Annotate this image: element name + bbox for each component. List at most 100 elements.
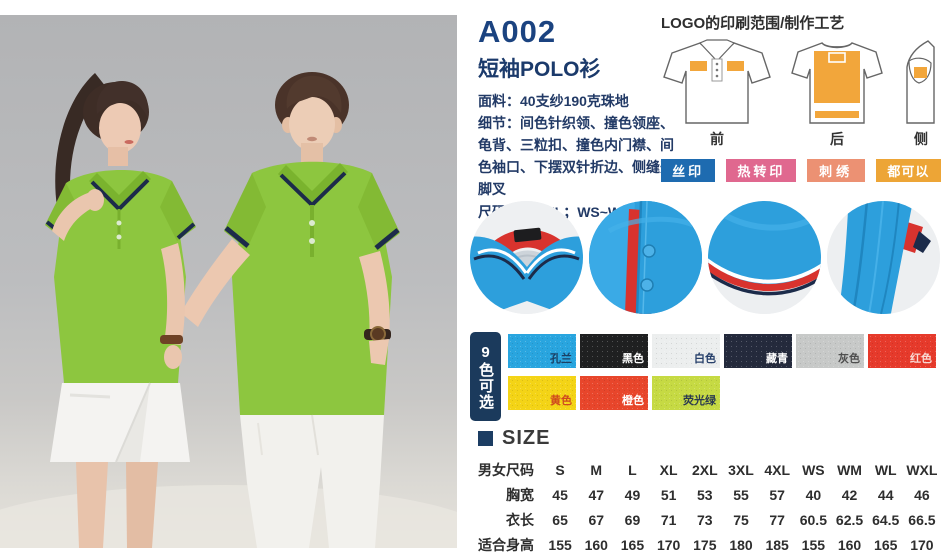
size-table-header-cell: 男女尺码 — [478, 461, 534, 478]
size-cell: 170 — [656, 536, 681, 553]
size-cell: 155 — [801, 536, 826, 553]
detail-photo-placket — [589, 201, 702, 314]
color-swatch: 荧光绿 — [652, 376, 720, 410]
fabric-texture — [796, 334, 864, 368]
models-illustration — [0, 72, 457, 548]
size-table-header-cell: S — [555, 461, 565, 478]
diagram-side: 侧 — [901, 39, 941, 149]
size-cell: 175 — [693, 536, 717, 553]
size-cell: 45 — [552, 486, 568, 503]
size-cell: 160 — [584, 536, 608, 553]
diagram-front: 前 — [661, 39, 773, 149]
size-cell: 49 — [624, 486, 641, 503]
size-table-header-cell: WL — [874, 461, 897, 478]
color-swatch: 孔兰 — [508, 334, 576, 368]
size-cell: 77 — [769, 511, 785, 528]
size-row-label: 适合身高 — [478, 536, 534, 553]
size-cell: 66.5 — [908, 511, 936, 528]
size-table-header-cell: 3XL — [728, 461, 754, 478]
size-table-header-cell: 2XL — [691, 461, 718, 478]
color-swatch: 红色 — [868, 334, 936, 368]
color-swatch-label: 橙色 — [622, 395, 644, 407]
detail-photos — [470, 201, 940, 314]
size-table-header-cell: WS — [802, 461, 825, 478]
logo-section-title: LOGO的印刷范围/制作工艺 — [661, 15, 845, 32]
size-cell: 47 — [588, 486, 605, 503]
color-swatch-label: 藏青 — [766, 353, 788, 365]
fabric-line: 面料：40支纱190克珠地 — [478, 93, 629, 109]
fabric-texture — [580, 334, 648, 368]
product-code: A002 — [478, 14, 557, 49]
size-cell: 46 — [914, 486, 930, 503]
size-cell: 42 — [841, 486, 858, 503]
size-cell: 65 — [552, 511, 568, 528]
female-model — [45, 73, 196, 548]
size-table-header-cell: XL — [659, 461, 678, 478]
size-cell: 40 — [805, 486, 822, 503]
fabric-texture — [652, 334, 720, 368]
color-swatch-label: 白色 — [694, 353, 716, 365]
size-cell: 67 — [588, 511, 605, 528]
back-shirt-diagram — [791, 42, 883, 124]
size-cell: 51 — [660, 486, 677, 503]
fabric-texture — [508, 376, 576, 410]
detail-photo-side-slit — [827, 201, 940, 314]
male-model — [181, 72, 400, 548]
fabric-texture — [652, 376, 720, 410]
color-swatches: 孔兰 黑色 白色 藏青 灰色 红色 黄色 橙色 荧光绿 — [508, 334, 942, 410]
method-tag-silkscreen: 丝印 — [661, 159, 716, 182]
size-cell: 165 — [874, 536, 898, 553]
print-method-tags: 丝印 热转印 刺绣 都可以 — [661, 159, 941, 182]
size-header: SIZE — [478, 427, 940, 450]
model-photo — [0, 15, 457, 548]
product-description: 面料：40支纱190克珠地 细节：间色针织领、撞色领座、龟背、三粒扣、撞色内门襟… — [478, 90, 674, 223]
size-cell: 53 — [697, 486, 713, 503]
print-area-diagrams: 前 后 侧 — [661, 39, 941, 149]
size-cell: 160 — [837, 536, 862, 553]
side-shirt-diagram — [906, 40, 935, 124]
size-cell: 155 — [548, 536, 572, 553]
color-swatch: 藏青 — [724, 334, 792, 368]
front-shirt-diagram — [663, 39, 771, 124]
size-table-header-cell: M — [590, 461, 603, 478]
color-swatch-label: 红色 — [910, 353, 932, 365]
size-section: SIZE 男女尺码 S M L XL 2XL 3XL 4XL WS WM WL … — [470, 427, 940, 557]
size-table-header-cell: 4XL — [764, 461, 791, 478]
method-tag-all-ok: 都可以 — [875, 159, 941, 182]
product-name: 短袖POLO衫 — [478, 58, 601, 81]
color-swatch: 黄色 — [508, 376, 576, 410]
size-table-header-cell: L — [628, 461, 637, 478]
color-swatch: 白色 — [652, 334, 720, 368]
detail-photo-cuff — [708, 201, 821, 314]
size-bullet-square — [478, 431, 493, 446]
side-label: 侧 — [914, 131, 928, 147]
size-cell: 69 — [624, 511, 641, 528]
color-swatch-label: 灰色 — [838, 353, 860, 365]
color-swatch: 灰色 — [796, 334, 864, 368]
size-row-label: 衣长 — [506, 511, 534, 528]
detail-photo-collar — [470, 201, 583, 314]
logo-print-section: LOGO的印刷范围/制作工艺 前 — [661, 12, 941, 182]
size-table-header-cell: WXL — [906, 461, 938, 478]
size-row-label: 胸宽 — [506, 486, 534, 503]
size-cell: 64.5 — [872, 511, 900, 528]
size-cell: 73 — [697, 511, 713, 528]
size-table-header-cell: WM — [837, 461, 862, 478]
color-swatch: 黑色 — [580, 334, 648, 368]
product-info: A002 短袖POLO衫 面料：40支纱190克珠地 细节：间色针织领、撞色领座… — [478, 14, 674, 223]
diagram-back: 后 — [790, 39, 884, 149]
fabric-texture — [508, 334, 576, 368]
size-cell: 180 — [729, 536, 753, 553]
size-cell: 165 — [620, 536, 645, 553]
size-cell: 55 — [733, 486, 749, 503]
details-line: 细节：间色针织领、撞色领座、龟背、三粒扣、撞色内门襟、间色袖口、下摆双针折边、侧… — [478, 115, 674, 198]
size-cell: 185 — [765, 536, 789, 553]
size-table: 男女尺码 S M L XL 2XL 3XL 4XL WS WM WL WXL 胸… — [470, 457, 940, 557]
color-count-badge: 9色可选 — [470, 332, 501, 421]
size-title: SIZE — [502, 427, 551, 449]
method-tag-heat-transfer: 热转印 — [726, 159, 797, 182]
size-cell: 75 — [733, 511, 749, 528]
size-cell: 170 — [910, 536, 934, 553]
fabric-texture — [724, 334, 792, 368]
color-swatch-label: 荧光绿 — [683, 395, 716, 407]
